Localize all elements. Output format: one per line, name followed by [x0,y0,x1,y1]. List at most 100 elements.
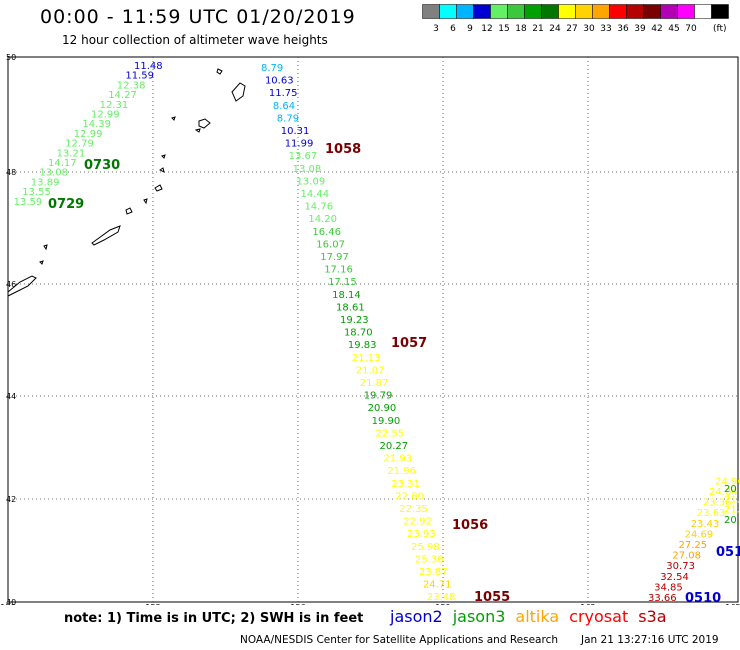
wave-height-value: 23.87 [419,567,448,578]
wave-height-value: 23.48 [427,592,456,603]
wave-height-value: 20. [724,515,740,526]
wave-height-value: 14.27 [108,90,137,101]
wave-height-value: 12.38 [117,80,146,91]
satellite-name: altika [515,607,560,626]
island [216,68,223,75]
wave-height-value: 12.99 [91,110,120,121]
wave-height-value: 13.59 [14,197,43,208]
pass-time-label: 0729 [48,197,84,212]
wave-height-value: 19.79 [364,391,393,402]
island [143,198,148,205]
wave-height-value: 13.09 [297,176,326,187]
island [231,82,246,102]
scale-swatch [711,4,729,19]
satellite-legend: jason2 jason3 altika cryosat s3a [390,607,677,626]
wave-height-value: 12.31 [100,100,129,111]
wave-height-value: 10.63 [265,76,294,87]
wave-height-value: 21. [724,505,740,516]
wave-height-value: 24.96 [715,476,740,487]
wave-height-value: 10.31 [281,126,310,137]
wave-height-value: 13.08 [293,164,322,175]
scale-label: 70 [685,24,697,34]
wave-height-value: 32.54 [660,572,689,583]
pass-time-label: 1057 [391,336,427,351]
wave-height-value: 27.08 [672,551,701,562]
scale-label: 39 [634,24,646,34]
wave-height-value: 22.35 [399,504,428,515]
scale-label: (ft) [713,24,727,34]
wave-height-value: 21.13 [352,353,381,364]
scale-label: 42 [651,24,662,34]
lat-tick-label: 40 [6,598,16,605]
wave-height-value: 21.07 [356,365,385,376]
scale-label: 15 [498,24,509,34]
wave-height-value: 21.96 [387,466,416,477]
track-labels: 11.4811.5912.3814.2712.3112.9914.3912.99… [14,61,740,605]
wave-height-value: 17.16 [324,265,353,276]
scale-label: 33 [600,24,611,34]
wave-height-value: 18.70 [344,328,373,339]
wave-height-value: 24.71 [423,580,452,591]
wave-height-value: 14.20 [308,214,337,225]
lat-tick-label: 48 [6,168,16,177]
scale-label: 27 [566,24,577,34]
wave-height-value: 8.79 [277,113,299,124]
scale-label: 18 [515,24,527,34]
wave-height-value: 12.79 [65,139,94,150]
lat-tick-label: 44 [6,392,16,401]
wave-height-value: 8.64 [273,101,295,112]
scale-label: 12 [481,24,492,34]
lon-tick-label: 162 [580,603,595,605]
lon-tick-label: 153 [145,603,160,605]
wave-height-value: 8.79 [261,63,283,74]
wave-height-value: 21.93 [383,454,412,465]
wave-height-value: 25.98 [411,542,440,553]
satellite-name: s3a [638,607,667,626]
wave-height-value: 23.63 [697,508,726,519]
wave-height-value: 17.97 [320,252,349,263]
pass-time-label: 1055 [474,590,510,605]
wave-height-value: 22.92 [403,517,432,528]
pass-time-label: 1056 [452,518,488,533]
footer-timestamp: Jan 21 13:27:16 UTC 2019 [581,634,719,646]
wave-height-value: 17.15 [328,277,357,288]
pass-time-label: 0730 [84,158,120,173]
wave-height-value: 22.80 [395,491,424,502]
pass-time-label: 051 [716,545,740,560]
lat-tick-label: 46 [6,280,16,289]
wave-height-value: 14.44 [301,189,330,200]
island [159,167,165,173]
wave-height-value: 16.07 [316,239,345,250]
wave-height-value: 25.36 [415,554,444,565]
wave-height-value: 23.93 [407,529,436,540]
scale-label: 45 [668,24,679,34]
island [125,207,133,215]
scale-label: 24 [549,24,561,34]
island [154,184,163,192]
kamchatka-coast [7,275,37,297]
wave-height-value: 23.31 [391,479,420,490]
wave-height-value: 13.21 [57,148,86,159]
wave-height-value: 34.85 [654,582,683,593]
wave-height-value: 21. [724,494,740,505]
wave-height-value: 11.59 [125,71,154,82]
lon-tick-label: 156 [290,603,305,605]
wave-height-value: 24.04 [709,487,738,498]
pass-time-label: 0510 [685,591,721,605]
lat-tick-label: 42 [6,495,16,504]
satellite-name: jason2 [390,607,443,626]
satellite-name: jason3 [452,607,506,626]
wave-height-value: 30.73 [666,561,695,572]
island [171,116,176,121]
lat-lon-grid [8,57,738,602]
wave-height-value: 24.69 [685,529,714,540]
island [194,128,201,133]
scale-label: 9 [467,24,473,34]
wave-height-value: 20.90 [368,403,397,414]
scale-label: 30 [583,24,595,34]
legend-note: note: 1) Time is in UTC; 2) SWH is in fe… [64,611,364,626]
wave-height-value: 14.17 [48,158,77,169]
wave-height-map: 11.4811.5912.3814.2712.3112.9914.3912.99… [0,53,740,605]
wave-height-value: 33.66 [648,593,677,604]
island [161,154,166,159]
